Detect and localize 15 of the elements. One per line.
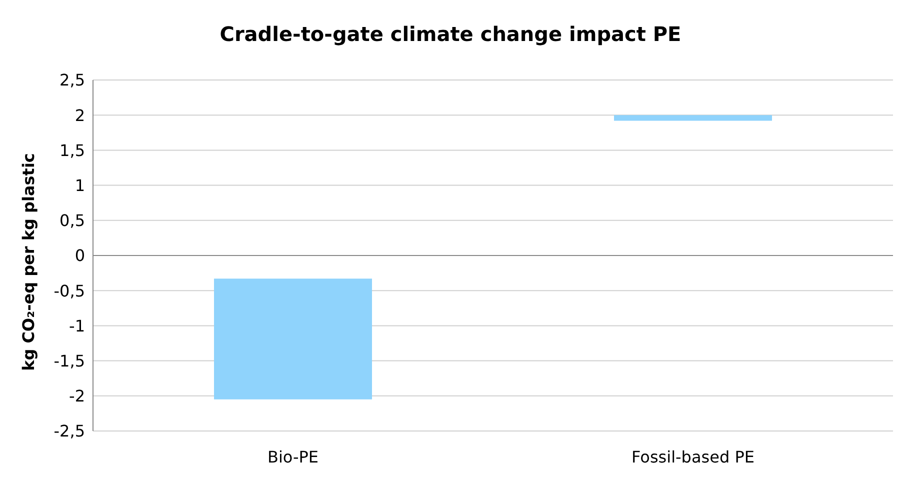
y-tick-label: -1,5 [54,351,85,370]
y-axis-title: kg CO₂-eq per kg plastic [19,153,38,371]
y-tick-label: -2 [69,386,85,406]
y-tick-label: 0 [74,246,85,266]
y-tick-label: 0,5 [60,211,85,230]
x-tick-label: Fossil-based PE [632,447,754,466]
y-tick-label: 2,5 [60,70,85,90]
y-tick-label: 2 [74,106,85,125]
chart-title: Cradle-to-gate climate change impact PE [218,22,682,46]
y-tick-label: -0,5 [54,281,85,300]
x-tick-label: Bio-PE [267,447,319,466]
y-tick-label: 1 [74,176,85,195]
y-tick-label: -1 [69,316,85,336]
y-tick-label: 1,5 [60,140,85,160]
y-tick-label: -2,5 [54,422,85,441]
